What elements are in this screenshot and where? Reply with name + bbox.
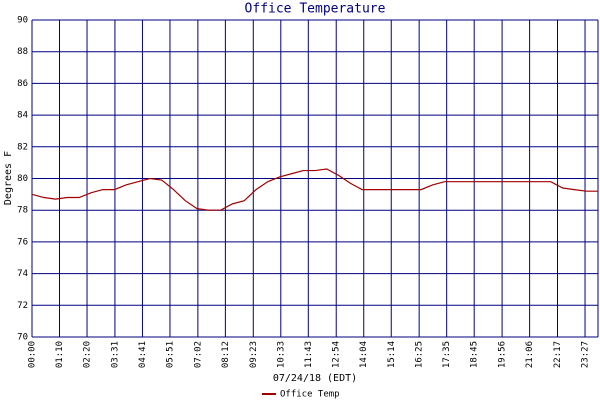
x-tick-label: 05:51 [165,341,175,368]
x-tick-label: 08:12 [221,341,231,368]
x-tick-label: 01:10 [55,341,65,368]
x-tick-label: 17:35 [442,341,452,368]
x-tick-label: 12:54 [332,341,342,368]
x-tick-label: 10:33 [276,341,286,368]
x-tick-label: 11:43 [304,341,314,368]
y-tick-label: 70 [17,333,28,343]
x-tick-label: 00:00 [28,341,38,368]
x-tick-label: 19:56 [498,341,508,368]
x-tick-label: 03:31 [110,341,120,368]
x-tick-label: 09:23 [249,341,259,368]
x-tick-label: 18:45 [470,341,480,368]
y-tick-label: 86 [17,79,28,89]
x-tick-label: 15:14 [387,341,397,368]
y-tick-label: 80 [17,174,28,184]
x-tick-label: 21:06 [525,341,535,368]
chart-title: Office Temperature [245,2,386,17]
y-tick-label: 82 [17,142,28,152]
legend-label: Office Temp [280,390,340,400]
y-tick-label: 76 [17,237,28,247]
x-tick-label: 23:27 [581,341,591,368]
x-tick-label: 07:02 [193,341,203,368]
x-tick-label: 22:17 [553,341,563,368]
x-tick-label: 02:20 [83,341,93,368]
x-axis-title: 07/24/18 (EDT) [273,373,357,384]
y-tick-label: 74 [17,269,28,279]
x-tick-label: 04:41 [138,341,148,368]
y-axis-title: Degrees F [3,151,14,205]
y-tick-label: 90 [17,16,28,26]
y-tick-label: 88 [17,47,28,57]
x-tick-label: 16:25 [415,341,425,368]
y-tick-label: 84 [17,111,28,121]
y-tick-label: 78 [17,206,28,216]
series-line [31,168,598,211]
x-tick-label: 14:04 [359,341,369,368]
y-tick-label: 72 [17,301,28,311]
